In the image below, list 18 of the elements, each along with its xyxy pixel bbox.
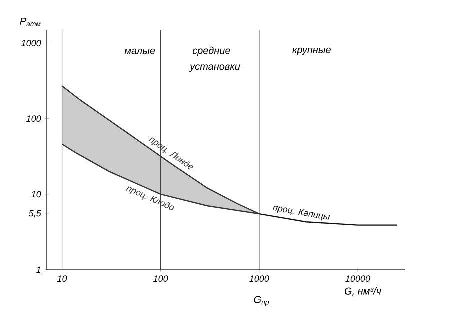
text: G$_{пр}$ xyxy=(254,296,270,306)
x-tick-label: 100 xyxy=(154,276,168,282)
y-tick-label: 5,5 xyxy=(29,210,42,218)
y-tick-label: 1000 xyxy=(22,40,42,46)
annotation: крупные xyxy=(292,48,331,56)
x-tick-label: 10000 xyxy=(346,276,370,282)
y-axis-title: P$_{атм}$ xyxy=(20,18,41,26)
x-tick-label: 1000 xyxy=(250,276,270,282)
x-axis-title: G, нм³/ч xyxy=(344,288,382,296)
text: проц. Капицы xyxy=(272,206,330,221)
text: проц. Клодо xyxy=(126,186,174,210)
annotation: малые xyxy=(124,48,156,54)
annotation: установки xyxy=(190,64,240,72)
y-tick-label: 100 xyxy=(26,116,42,122)
annotation: средние xyxy=(192,46,230,56)
y-tick-label: 1 xyxy=(36,266,41,274)
y-tick-label: 10 xyxy=(32,191,42,198)
x-tick-label: 10 xyxy=(58,276,68,282)
